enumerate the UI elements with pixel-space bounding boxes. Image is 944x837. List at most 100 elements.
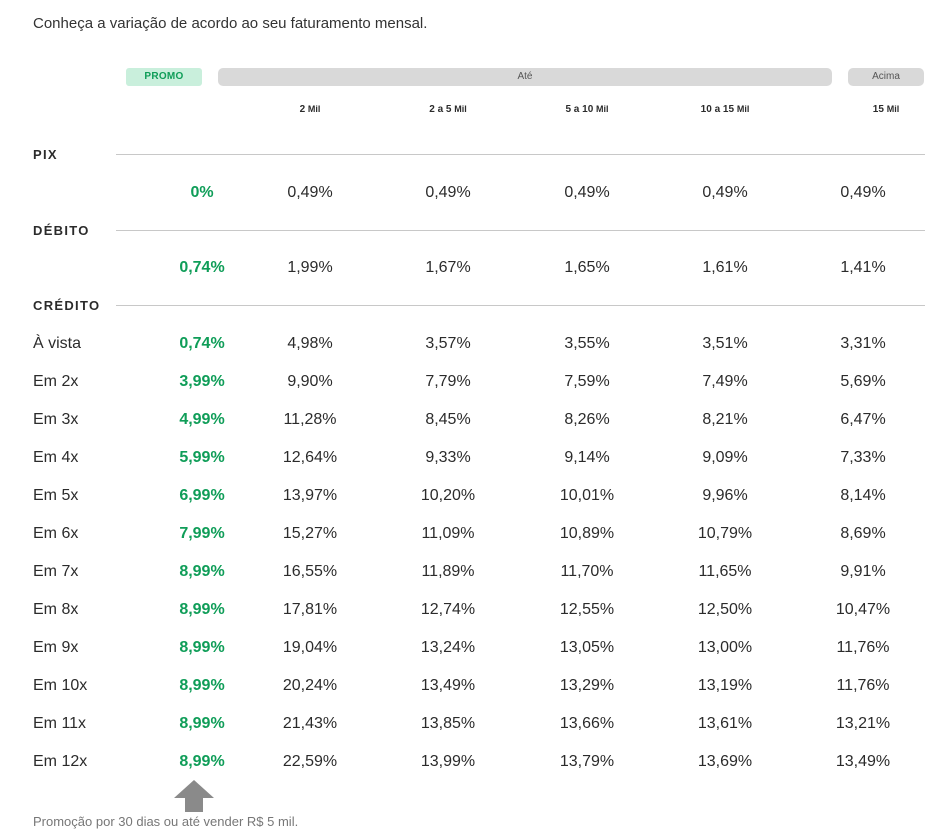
rate-cell: 20,24% — [282, 677, 338, 694]
rate-cell: 4,98% — [287, 335, 333, 352]
rate-cell: 7,59% — [564, 373, 610, 390]
row-label: Em 6x — [33, 525, 79, 542]
rate-cell: 9,91% — [840, 563, 886, 580]
table-row-pix: 0% 0,49% 0,49% 0,49% 0,49% 0,49% — [0, 174, 944, 212]
rate-cell: 10,20% — [420, 487, 476, 504]
arrow-up-icon — [174, 780, 214, 817]
rate-cell: 8,69% — [840, 525, 886, 542]
rate-cell: 11,89% — [421, 563, 475, 580]
rate-cell: 13,85% — [420, 715, 476, 732]
rate-cell: 13,49% — [835, 753, 891, 770]
rate-cell: 7,49% — [702, 373, 748, 390]
row-label: Em 8x — [33, 601, 79, 618]
rate-cell: 19,04% — [282, 639, 338, 656]
rate-cell: 0,49% — [840, 184, 886, 201]
table-row: Em 9x 8,99% 19,04% 13,24% 13,05% 13,00% … — [0, 629, 944, 667]
rate-cell: 13,49% — [420, 677, 476, 694]
promo-rate: 8,99% — [179, 639, 225, 656]
promo-rate: 0,74% — [179, 335, 225, 352]
column-header-2-a-5-mil: 2 a 5 Mil — [429, 104, 467, 115]
rate-cell: 1,99% — [287, 259, 333, 276]
table-row: Em 8x 8,99% 17,81% 12,74% 12,55% 12,50% … — [0, 591, 944, 629]
column-header-2-mil: 2 Mil — [299, 104, 321, 115]
rate-cell: 10,01% — [559, 487, 615, 504]
column-header-10-a-15-mil: 10 a 15 Mil — [700, 104, 750, 115]
table-row: Em 6x 7,99% 15,27% 11,09% 10,89% 10,79% … — [0, 515, 944, 553]
rate-cell: 3,31% — [840, 335, 886, 352]
section-title-credito: CRÉDITO — [33, 298, 101, 313]
rate-cell: 9,96% — [702, 487, 748, 504]
promo-rate: 0,74% — [179, 259, 225, 276]
row-label: Em 7x — [33, 563, 79, 580]
section-divider — [116, 305, 925, 306]
rate-cell: 8,26% — [564, 411, 610, 428]
acima-header-bar: Acima — [848, 68, 924, 86]
promo-rate: 6,99% — [179, 487, 225, 504]
rate-cell: 13,79% — [559, 753, 615, 770]
row-label: Em 5x — [33, 487, 79, 504]
section-title-debito: DÉBITO — [33, 223, 90, 238]
section-divider — [116, 154, 925, 155]
rate-cell: 21,43% — [282, 715, 338, 732]
rate-cell: 8,21% — [702, 411, 748, 428]
section-divider — [116, 230, 925, 231]
rate-cell: 3,55% — [564, 335, 610, 352]
footnote: Promoção por 30 dias ou até vender R$ 5 … — [33, 814, 299, 829]
rate-cell: 9,14% — [564, 449, 610, 466]
row-label: Em 2x — [33, 373, 79, 390]
rate-cell: 11,70% — [560, 563, 614, 580]
intro-text: Conheça a variação de acordo ao seu fatu… — [33, 15, 428, 32]
promo-rate: 4,99% — [179, 411, 225, 428]
rate-cell: 1,41% — [840, 259, 886, 276]
row-label: Em 12x — [33, 753, 88, 770]
table-row: À vista 0,74% 4,98% 3,57% 3,55% 3,51% 3,… — [0, 325, 944, 363]
rate-cell: 13,66% — [559, 715, 615, 732]
rate-cell: 11,28% — [283, 411, 337, 428]
table-row-debito: 0,74% 1,99% 1,67% 1,65% 1,61% 1,41% — [0, 249, 944, 287]
promo-rate: 7,99% — [179, 525, 225, 542]
rate-cell: 13,29% — [559, 677, 615, 694]
rate-cell: 8,14% — [840, 487, 886, 504]
rate-cell: 0,49% — [564, 184, 610, 201]
promo-rate: 8,99% — [179, 715, 225, 732]
rate-cell: 12,55% — [559, 601, 615, 618]
rate-cell: 13,24% — [420, 639, 476, 656]
rate-cell: 7,33% — [840, 449, 886, 466]
rate-cell: 10,79% — [697, 525, 753, 542]
rate-cell: 1,65% — [564, 259, 610, 276]
section-title-pix: PIX — [33, 147, 58, 162]
rate-cell: 7,79% — [425, 373, 471, 390]
promo-rate: 8,99% — [179, 753, 225, 770]
rate-cell: 1,67% — [425, 259, 471, 276]
ate-header-bar: Até — [218, 68, 832, 86]
rate-cell: 13,97% — [282, 487, 338, 504]
rate-cell: 16,55% — [282, 563, 338, 580]
rate-cell: 9,90% — [287, 373, 333, 390]
rate-cell: 10,47% — [835, 601, 891, 618]
rate-cell: 13,19% — [697, 677, 753, 694]
rate-cell: 11,09% — [421, 525, 475, 542]
table-row: Em 10x 8,99% 20,24% 13,49% 13,29% 13,19%… — [0, 667, 944, 705]
row-label: Em 9x — [33, 639, 79, 656]
rate-cell: 1,61% — [702, 259, 748, 276]
rate-cell: 0,49% — [425, 184, 471, 201]
rate-cell: 0,49% — [702, 184, 748, 201]
rate-cell: 11,76% — [836, 677, 890, 694]
rate-cell: 12,50% — [697, 601, 753, 618]
rate-cell: 6,47% — [840, 411, 886, 428]
rate-cell: 11,76% — [836, 639, 890, 656]
promo-rate: 0% — [190, 184, 214, 201]
rate-cell: 13,69% — [697, 753, 753, 770]
rate-cell: 3,51% — [702, 335, 748, 352]
rate-cell: 11,65% — [698, 563, 752, 580]
rate-cell: 12,74% — [420, 601, 476, 618]
rate-cell: 12,64% — [282, 449, 338, 466]
row-label: À vista — [33, 335, 82, 352]
table-row: Em 2x 3,99% 9,90% 7,79% 7,59% 7,49% 5,69… — [0, 363, 944, 401]
promo-rate: 8,99% — [179, 563, 225, 580]
promo-rate: 5,99% — [179, 449, 225, 466]
rate-cell: 9,09% — [702, 449, 748, 466]
rate-cell: 13,05% — [559, 639, 615, 656]
rate-cell: 8,45% — [425, 411, 471, 428]
column-header-5-a-10-mil: 5 a 10 Mil — [565, 104, 609, 115]
